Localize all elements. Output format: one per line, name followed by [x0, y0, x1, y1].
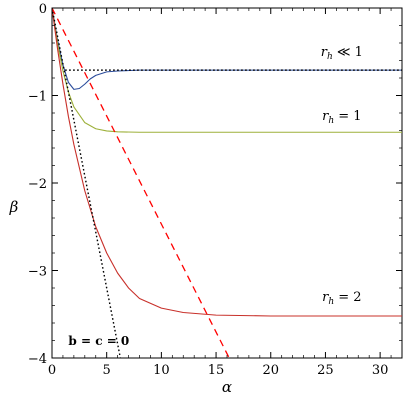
ticks-layer: 0 5 10 15 20 25 30 0 −1 −2 −3 −4	[28, 2, 403, 378]
y-tick-label: −2	[28, 177, 47, 192]
x-tick-label: 0	[48, 363, 56, 378]
x-tick-label: 10	[153, 363, 170, 378]
y-tick-label: −1	[28, 90, 47, 105]
x-tick-label: 25	[317, 363, 334, 378]
series-dashed-line	[52, 8, 230, 358]
series-layer	[52, 8, 402, 358]
annotation-label: rh = 2	[322, 290, 361, 307]
plot-frame	[51, 7, 403, 359]
x-axis-title: α	[222, 378, 232, 396]
annotation-label: b = c = 0	[68, 334, 129, 348]
x-tick-label: 20	[262, 363, 279, 378]
series-r-h-1	[52, 8, 402, 133]
plot-area-border	[51, 7, 403, 359]
x-tick-label: 30	[372, 363, 389, 378]
series-b-c-0	[52, 8, 122, 358]
annotation-layer: rh ≪ 1 rh = 1 rh = 2 b = c = 0	[68, 45, 363, 348]
annotation-label: rh = 1	[322, 109, 361, 126]
y-tick-label: −3	[28, 265, 47, 280]
y-axis-title: β	[9, 198, 19, 216]
annotation-label: rh ≪ 1	[321, 45, 363, 62]
y-tick-label: −4	[28, 352, 47, 367]
x-tick-label: 15	[208, 363, 225, 378]
x-tick-label: 5	[103, 363, 111, 378]
series-r-h-2	[52, 8, 402, 317]
y-tick-label: 0	[39, 2, 47, 17]
